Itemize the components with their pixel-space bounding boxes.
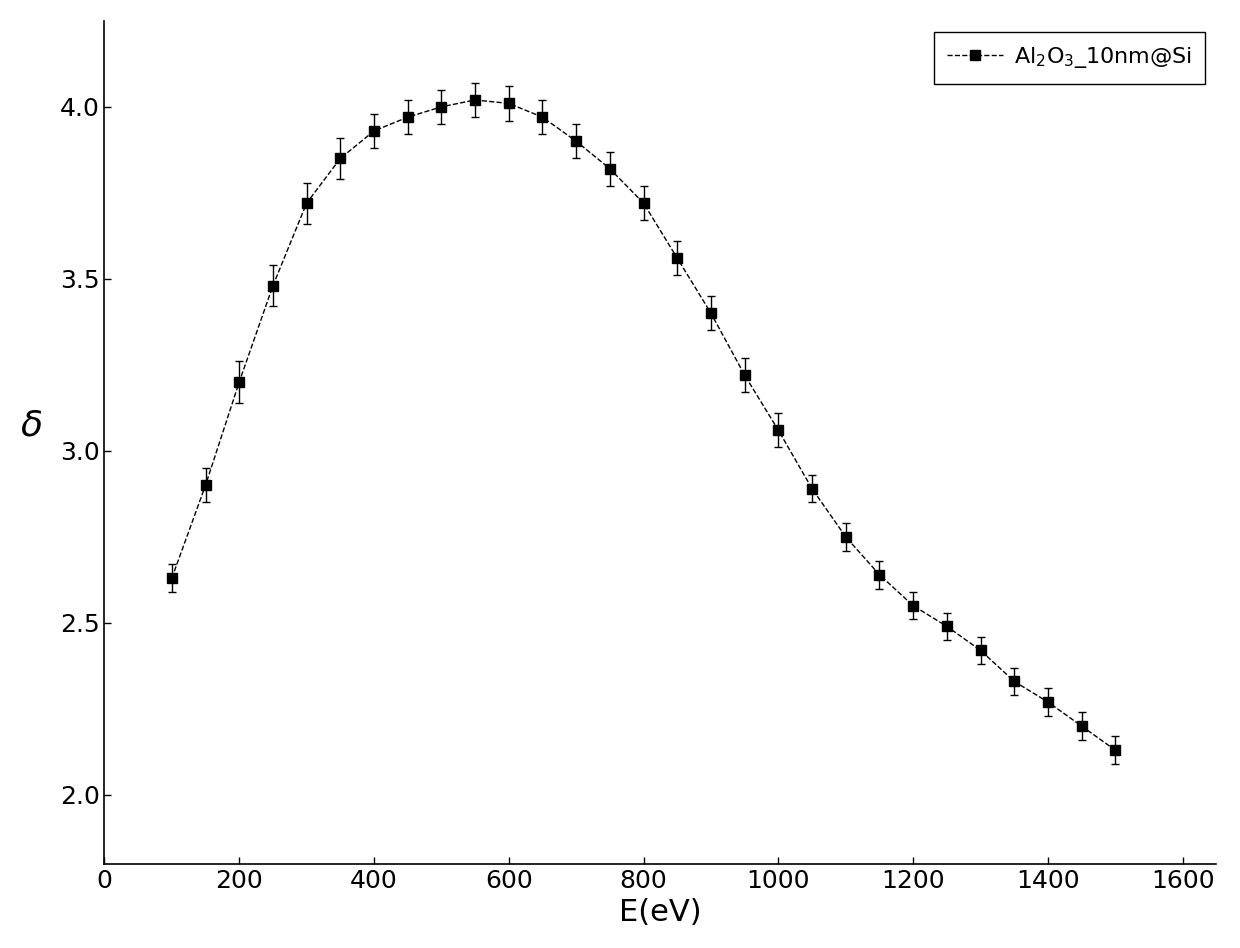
Legend: Al$_2$O$_3$_10nm@Si: Al$_2$O$_3$_10nm@Si bbox=[934, 32, 1205, 83]
X-axis label: E(eV): E(eV) bbox=[619, 898, 702, 927]
Y-axis label: δ: δ bbox=[21, 409, 43, 443]
